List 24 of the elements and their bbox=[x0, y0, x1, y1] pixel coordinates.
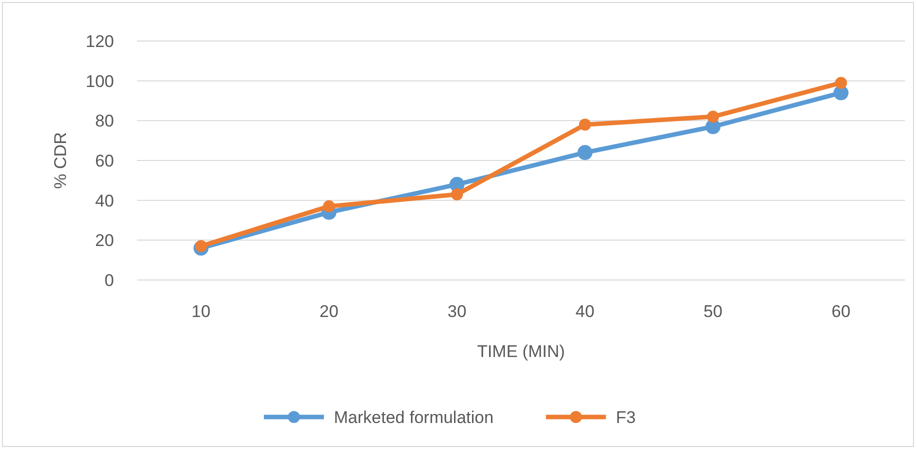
point bbox=[195, 240, 207, 252]
x-tick-label: 10 bbox=[192, 302, 210, 321]
x-tick-label: 30 bbox=[448, 302, 466, 321]
y-tick-label: 60 bbox=[95, 151, 114, 170]
x-tick-label: 50 bbox=[704, 302, 722, 321]
y-tick-label: 0 bbox=[104, 270, 114, 290]
y-tick-label: 80 bbox=[95, 112, 114, 131]
y-tick-label: 40 bbox=[95, 191, 114, 210]
point bbox=[707, 110, 719, 123]
x-axis-title: TIME (MIN) bbox=[477, 342, 565, 361]
point bbox=[835, 76, 847, 89]
point bbox=[323, 200, 335, 212]
point bbox=[578, 145, 592, 160]
y-tick-label: 20 bbox=[95, 231, 114, 250]
point bbox=[451, 188, 463, 200]
y-axis-title: % CDR bbox=[51, 132, 70, 189]
y-tick-label: 100 bbox=[86, 72, 114, 91]
x-tick-label: 40 bbox=[576, 302, 594, 321]
legend-label: F3 bbox=[616, 408, 636, 427]
legend-label: Marketed formulation bbox=[334, 408, 494, 427]
x-tick-label: 60 bbox=[832, 302, 850, 321]
x-tick-label: 20 bbox=[320, 302, 338, 321]
y-tick-label: 120 bbox=[86, 32, 114, 51]
point bbox=[579, 118, 591, 131]
